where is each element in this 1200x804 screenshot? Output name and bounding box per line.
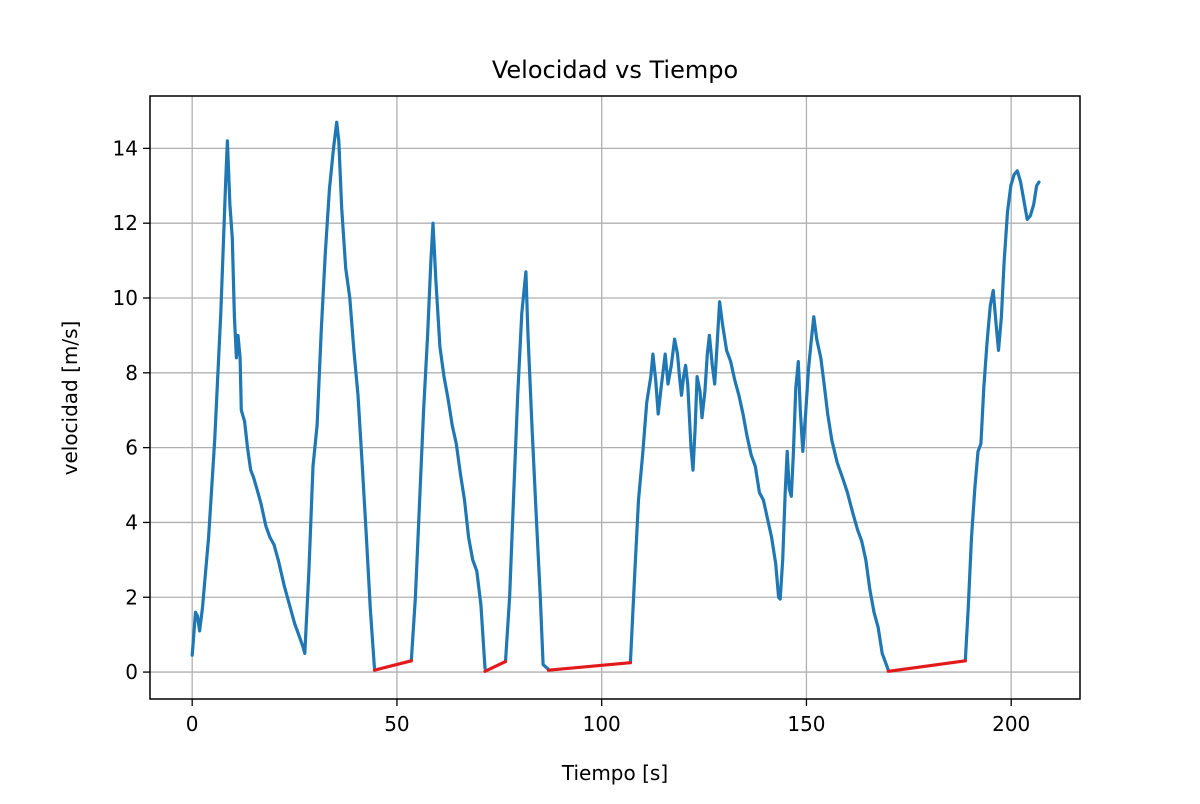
x-tick-label: 150 bbox=[787, 712, 825, 736]
series-line-segment bbox=[628, 300, 890, 672]
series-line-segment bbox=[372, 659, 413, 672]
plot-frame bbox=[149, 95, 1081, 700]
x-tick-label: 200 bbox=[992, 712, 1030, 736]
series-group bbox=[190, 120, 1041, 673]
y-tick-label: 4 bbox=[125, 510, 138, 534]
ticks: 0 50 100 150 200 0 2 4 6 8 10 12 14 bbox=[113, 136, 1031, 736]
series-line-segment bbox=[963, 169, 1041, 663]
series-line-segment bbox=[483, 659, 508, 673]
plot-area bbox=[190, 120, 1041, 673]
y-tick-label: 0 bbox=[125, 660, 138, 684]
y-tick-label: 6 bbox=[125, 436, 138, 460]
series-2 bbox=[372, 659, 967, 673]
y-tick-label: 8 bbox=[125, 361, 138, 385]
y-tick-label: 10 bbox=[113, 286, 138, 310]
y-tick-label: 2 bbox=[125, 585, 138, 609]
series-line-segment bbox=[546, 661, 633, 672]
x-tick-label: 50 bbox=[384, 712, 409, 736]
series-line-segment bbox=[190, 120, 376, 670]
y-axis-label: velocidad [m/s] bbox=[58, 321, 82, 476]
series-1 bbox=[190, 120, 1041, 672]
series-line-segment bbox=[503, 270, 551, 672]
series-line-segment bbox=[886, 659, 967, 673]
grid bbox=[150, 96, 1080, 699]
x-axis-label: Tiempo [s] bbox=[561, 761, 668, 785]
x-tick-label: 0 bbox=[186, 712, 199, 736]
y-tick-label: 12 bbox=[113, 211, 138, 235]
x-tick-label: 100 bbox=[583, 712, 621, 736]
series-line-segment bbox=[409, 221, 487, 670]
y-tick-label: 14 bbox=[113, 136, 138, 160]
chart-title: Velocidad vs Tiempo bbox=[492, 56, 738, 84]
